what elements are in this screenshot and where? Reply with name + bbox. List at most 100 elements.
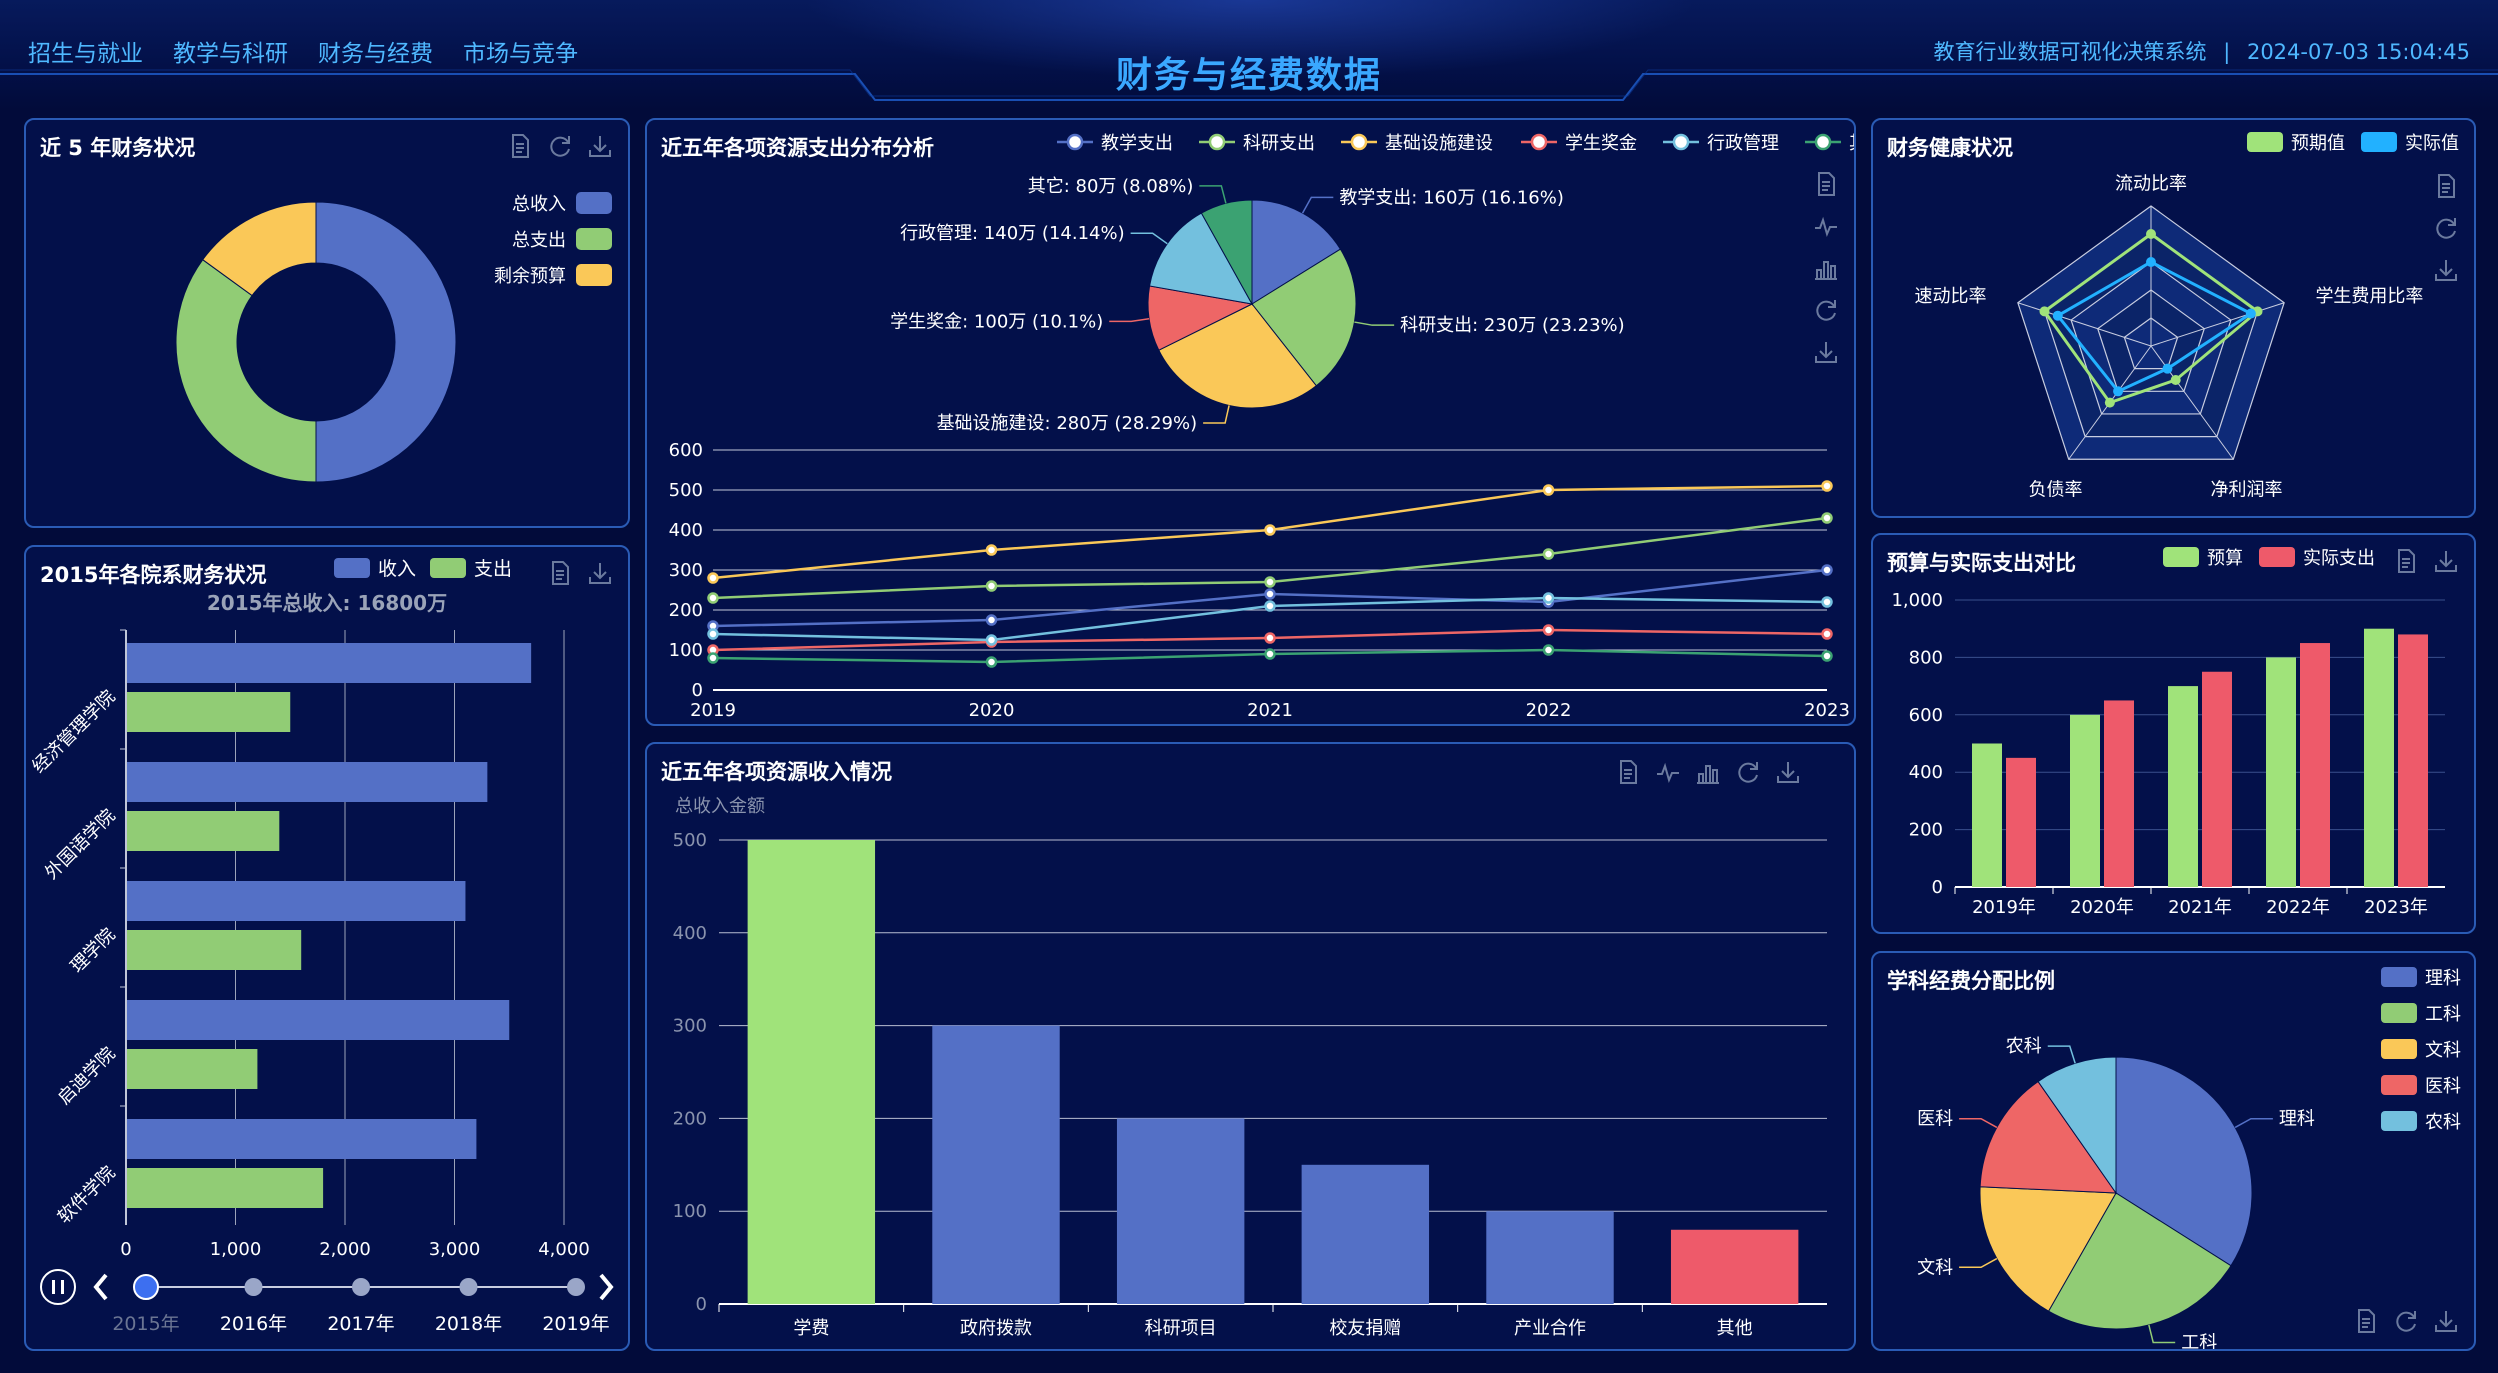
legend-swatch[interactable] [2247, 132, 2283, 152]
data-point[interactable] [707, 592, 719, 604]
refresh-icon[interactable] [2432, 214, 2460, 242]
radar-point[interactable] [2039, 306, 2050, 317]
document-icon[interactable] [546, 559, 574, 587]
bar[interactable] [127, 1049, 258, 1089]
data-point[interactable] [1542, 548, 1555, 560]
radar-point[interactable] [2113, 386, 2124, 397]
legend-item[interactable]: 科研支出 [1199, 133, 1315, 154]
legend-swatch[interactable] [2381, 1039, 2417, 1059]
pie-slice[interactable] [1979, 1080, 2117, 1194]
data-point[interactable] [1542, 624, 1555, 636]
legend-swatch[interactable] [430, 558, 466, 578]
bar[interactable] [127, 1168, 324, 1208]
data-point[interactable] [1264, 600, 1276, 612]
download-icon[interactable] [586, 132, 614, 160]
bar[interactable] [2168, 686, 2198, 887]
data-point[interactable] [1264, 576, 1276, 588]
download-icon[interactable] [2432, 256, 2460, 284]
bar[interactable] [2006, 757, 2036, 887]
chevron-right-icon[interactable] [599, 1273, 614, 1301]
data-point[interactable] [1264, 648, 1276, 660]
legend-item[interactable]: 其它 [1805, 133, 1854, 154]
pie-slice[interactable] [202, 201, 317, 297]
bar[interactable] [1972, 743, 2002, 888]
radar-point[interactable] [2146, 229, 2156, 239]
legend-swatch[interactable] [2361, 132, 2397, 152]
pause-icon[interactable] [40, 1269, 76, 1305]
line-chart-icon[interactable] [1812, 212, 1840, 240]
bar[interactable] [1486, 1211, 1614, 1304]
data-point[interactable] [985, 634, 998, 646]
pie-slice[interactable] [1200, 199, 1253, 306]
download-icon[interactable] [1812, 338, 1840, 366]
refresh-icon[interactable] [1734, 758, 1762, 786]
legend-swatch[interactable] [576, 192, 612, 214]
legend-item[interactable]: 教学支出 [1057, 133, 1173, 154]
data-point[interactable] [985, 656, 998, 668]
radar-point[interactable] [2245, 308, 2256, 319]
refresh-icon[interactable] [546, 132, 574, 160]
bar[interactable] [2266, 657, 2296, 887]
document-icon[interactable] [1812, 170, 1840, 198]
bar[interactable] [747, 840, 876, 1304]
radar-series[interactable] [2055, 260, 2254, 394]
timeline-point[interactable] [459, 1278, 478, 1296]
download-icon[interactable] [1774, 758, 1802, 786]
download-icon[interactable] [2432, 547, 2460, 575]
pie-slice[interactable] [1149, 212, 1253, 305]
data-point[interactable] [1821, 564, 1833, 576]
bar[interactable] [2202, 671, 2232, 887]
radar-series[interactable] [2042, 232, 2260, 405]
data-point[interactable] [1264, 524, 1276, 536]
timeline-point[interactable] [352, 1278, 370, 1296]
bar[interactable] [127, 1000, 510, 1040]
data-point[interactable] [1542, 644, 1555, 656]
data-point[interactable] [1821, 512, 1833, 524]
bar[interactable] [127, 811, 280, 851]
bar[interactable] [127, 930, 302, 970]
legend-swatch[interactable] [576, 228, 612, 250]
bar[interactable] [1116, 1118, 1245, 1304]
chevron-left-icon[interactable] [93, 1273, 108, 1301]
bar[interactable] [127, 762, 488, 802]
timeline-point[interactable] [244, 1278, 263, 1296]
download-icon[interactable] [586, 559, 614, 587]
data-point[interactable] [707, 652, 719, 664]
legend-swatch[interactable] [2381, 1111, 2417, 1131]
bar[interactable] [932, 1025, 1060, 1304]
radar-point[interactable] [2162, 363, 2173, 374]
document-icon[interactable] [2352, 1307, 2380, 1335]
bar-chart-icon[interactable] [1694, 758, 1722, 786]
bar[interactable] [2104, 700, 2134, 887]
data-point[interactable] [707, 572, 719, 584]
download-icon[interactable] [2432, 1307, 2460, 1335]
data-point[interactable] [1821, 628, 1833, 640]
timeline-point[interactable] [567, 1278, 585, 1296]
nav-market[interactable]: 市场与竞争 [463, 41, 578, 67]
legend-swatch[interactable] [2163, 547, 2199, 567]
legend-item[interactable]: 学生奖金 [1521, 133, 1637, 154]
bar[interactable] [2300, 643, 2330, 887]
data-point[interactable] [985, 580, 998, 592]
refresh-icon[interactable] [1812, 296, 1840, 324]
pie-slice[interactable] [2047, 1192, 2232, 1330]
line-chart-icon[interactable] [1654, 758, 1682, 786]
data-point[interactable] [1821, 650, 1833, 662]
pie-slice[interactable] [175, 259, 317, 483]
radar-point[interactable] [2170, 374, 2181, 385]
document-icon[interactable] [1614, 758, 1642, 786]
data-point[interactable] [1542, 592, 1555, 604]
data-point[interactable] [1264, 632, 1276, 644]
document-icon[interactable] [2432, 172, 2460, 200]
legend-swatch[interactable] [2381, 967, 2417, 987]
data-point[interactable] [1821, 596, 1833, 608]
data-point[interactable] [985, 614, 998, 626]
bar[interactable] [1301, 1164, 1430, 1304]
nav-teaching[interactable]: 教学与科研 [173, 41, 288, 67]
legend-swatch[interactable] [334, 558, 370, 578]
bar[interactable] [2070, 714, 2100, 887]
radar-point[interactable] [2146, 257, 2156, 267]
pie-slice[interactable] [1251, 199, 1342, 305]
nav-finance[interactable]: 财务与经费 [318, 41, 433, 67]
legend-item[interactable]: 行政管理 [1663, 133, 1779, 154]
